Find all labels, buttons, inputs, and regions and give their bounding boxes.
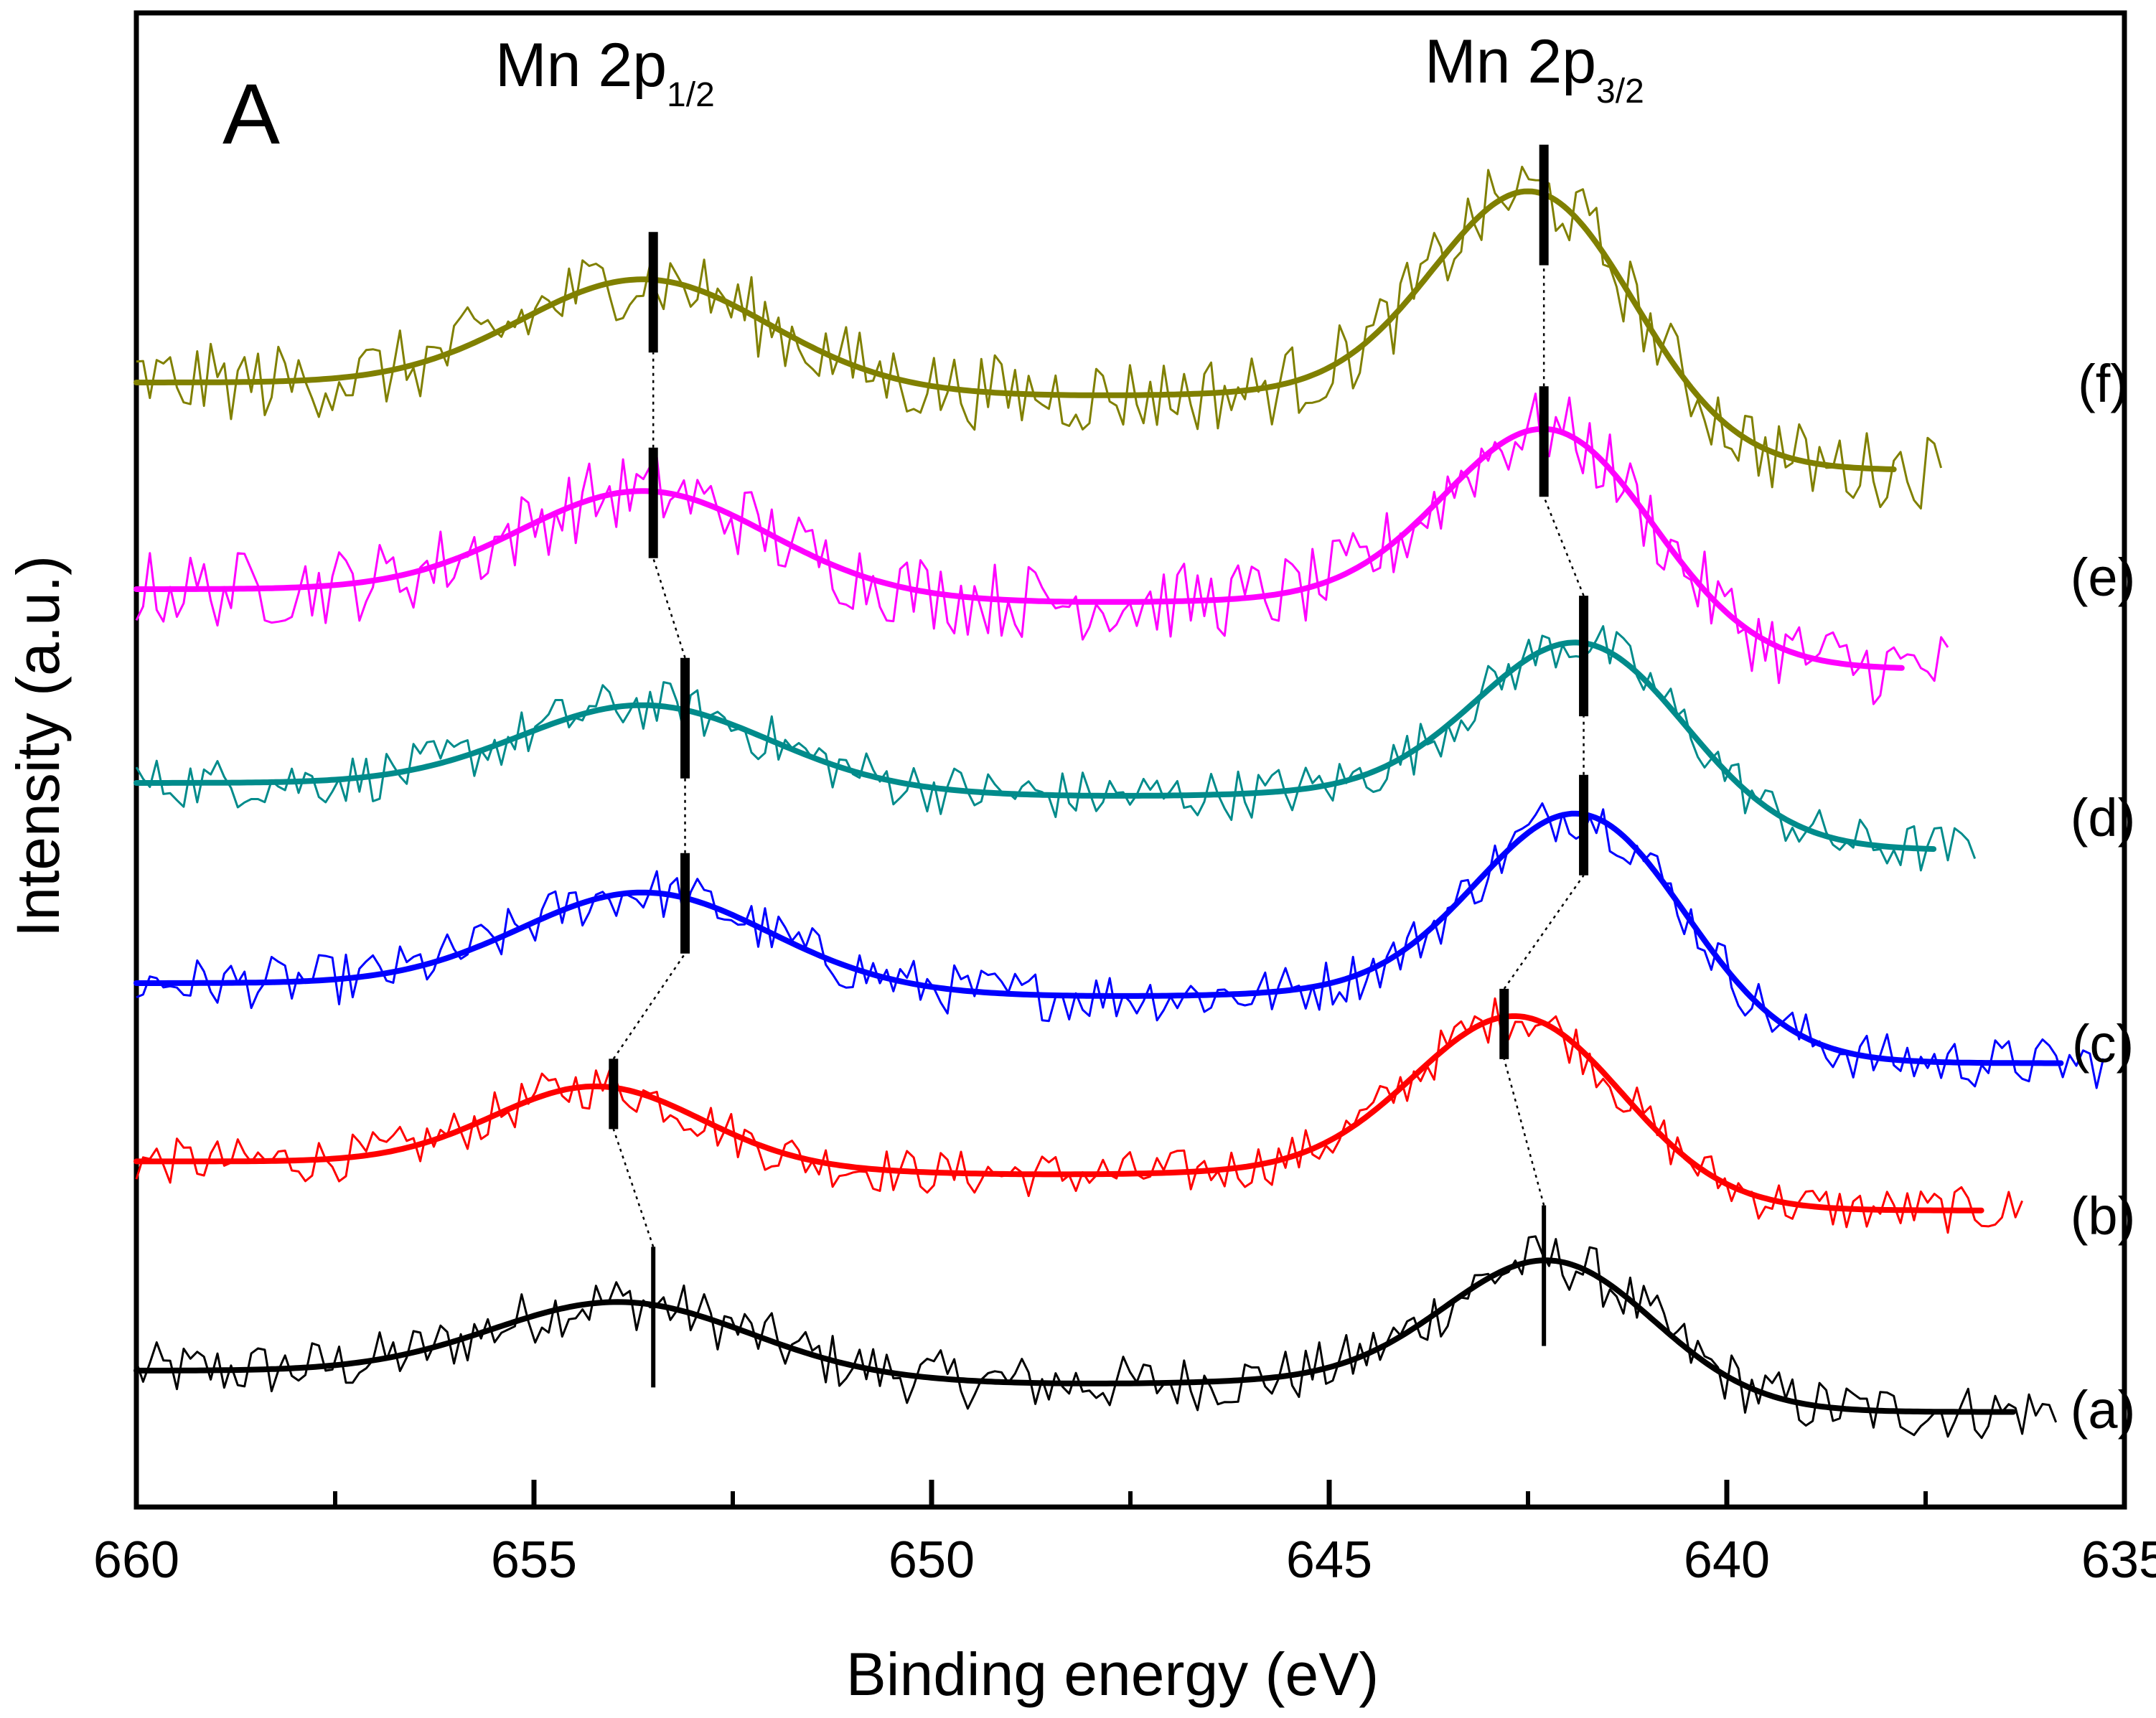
peak-connector [652,558,686,659]
x-tick-label: 645 [1286,1531,1372,1589]
peak-label-mn-2p12-sub: 1/2 [667,76,715,114]
x-tick-label: 655 [491,1531,577,1589]
raw-trace [135,625,1977,872]
peak-connector [1503,1059,1545,1206]
series-b: (b) [133,997,2135,1246]
series-label: (e) [2071,548,2135,607]
traces: (a) (b) (c) (d) (e) (f) [133,165,2135,1440]
fit-curve [133,188,1897,472]
peak-label-mn-2p12-main: Mn 2p [495,31,667,100]
series-d: (d) [133,625,2135,872]
peak-connector [612,1128,655,1247]
x-tick-label: 635 [2081,1531,2156,1589]
fit-curve [133,1013,1984,1214]
series-label: (b) [2071,1186,2135,1246]
x-axis-ticks: 660 655 650 645 640 635 [93,1480,2156,1589]
raw-trace [135,1235,2058,1440]
peak-markers [609,144,1589,1388]
raw-trace [135,997,2023,1234]
x-tick-label: 650 [889,1531,975,1589]
panel-label: A [222,66,280,162]
peak-label-mn-2p32-sub: 3/2 [1596,72,1644,111]
series-label: (d) [2071,788,2135,848]
x-tick-label: 640 [1684,1531,1770,1589]
x-axis-title: Binding energy (eV) [846,1640,1379,1708]
series-label: (f) [2078,354,2128,413]
series-f: (f) [133,165,2128,510]
series-a: (a) [133,1235,2135,1440]
peak-label-mn-2p32-main: Mn 2p [1425,27,1596,96]
fit-curve [133,1257,2016,1415]
plot-frame [133,10,2127,1510]
peak-label-mn-2p12: Mn 2p1/2 [495,31,715,114]
peak-connector [1503,875,1585,990]
series-c: (c) [133,802,2134,1089]
fit-curve [133,426,1905,671]
peak-connector [1542,496,1585,596]
series-label: (c) [2072,1014,2134,1074]
y-axis-title: Intensity (a.u.) [4,555,72,937]
fit-curve [133,639,1937,853]
raw-trace [136,802,2105,1089]
plot-border [133,10,2127,1510]
x-tick-label: 660 [93,1531,179,1589]
raw-trace [135,393,1949,705]
peak-connector [612,952,686,1060]
fit-curve [133,810,2064,1066]
series-label: (a) [2071,1380,2135,1440]
raw-trace [136,165,1943,510]
series-e: (e) [133,393,2135,705]
peak-label-mn-2p32: Mn 2p3/2 [1425,27,1644,111]
